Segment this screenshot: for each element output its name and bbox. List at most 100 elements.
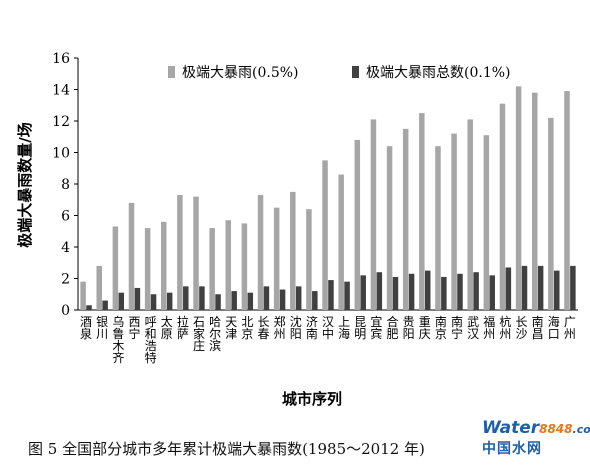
bar-extreme (419, 113, 425, 310)
bar-extreme-total (312, 291, 318, 310)
bar-extreme (306, 209, 312, 310)
bar-extreme (144, 228, 151, 310)
x-tick-label: 拉萨 (177, 314, 189, 341)
bar-extreme (402, 128, 409, 310)
bar-extreme-total (521, 265, 528, 310)
bar-extreme-total (231, 291, 237, 310)
y-tick-label: 4 (61, 240, 70, 256)
bar-extreme (290, 191, 296, 310)
x-tick-label: 福州 (483, 314, 495, 341)
bar-extreme-total (424, 270, 431, 310)
bar-extreme (128, 202, 135, 310)
x-tick-label: 长春 (257, 315, 269, 341)
bar-extreme (161, 221, 167, 310)
bar-extreme-total (505, 267, 512, 310)
x-tick-label: 北京 (241, 315, 253, 341)
x-tick-label: 杭州 (499, 314, 511, 341)
bar-extreme (435, 146, 441, 310)
bar-extreme (257, 195, 264, 310)
watermark-sub: 中国水网 (482, 441, 542, 457)
bar-extreme-total (150, 294, 157, 310)
figure-caption: 图 5 全国部分城市多年累计极端大暴雨数(1985～2012 年) (28, 440, 425, 458)
bar-extreme (548, 117, 554, 310)
bar-extreme (241, 223, 248, 310)
bar-extreme-total (102, 300, 108, 310)
y-tick-label: 8 (61, 177, 70, 193)
bar-extreme (386, 146, 393, 310)
bar-extreme-total (473, 272, 479, 310)
bar-extreme (225, 220, 232, 310)
watermark-brand: Water (482, 418, 540, 438)
x-tick-label: 沈阳 (290, 314, 302, 341)
bar-extreme-total (441, 276, 447, 310)
bar-extreme-total (489, 275, 495, 310)
bar-extreme (273, 207, 280, 310)
y-axis-label: 极端大暴雨数量/场 (16, 122, 34, 247)
x-tick-label: 昆明 (354, 315, 366, 341)
bar-extreme (531, 92, 538, 311)
bar-extreme (467, 119, 473, 310)
x-tick-label: 武汉 (467, 315, 479, 341)
chart-bars: 酒泉银川乌鲁木齐西宁呼和浩特太原拉萨石家庄哈尔滨天津北京长春郑州沈阳济南汉中上海… (80, 86, 576, 365)
bar-extreme-total (183, 286, 189, 310)
bar-extreme-total (360, 275, 366, 310)
x-tick-label: 南昌 (532, 314, 544, 341)
bar-extreme (499, 103, 506, 310)
bar-extreme-total (247, 292, 254, 310)
legend-label: 极端大暴雨总数(0.1%) (366, 65, 511, 81)
bar-extreme (80, 281, 86, 310)
bar-extreme-total (408, 273, 415, 310)
bar-extreme-total (554, 270, 560, 310)
x-tick-label: 合肥 (387, 314, 399, 341)
x-axis-label: 城市序列 (282, 390, 342, 408)
y-tick-label: 2 (61, 272, 70, 288)
y-tick-label: 12 (52, 114, 70, 130)
bar-extreme (483, 135, 490, 310)
bar-extreme-total (295, 286, 302, 310)
x-tick-label: 石家庄 (193, 315, 205, 353)
x-tick-label: 南宁 (451, 314, 463, 341)
legend-swatch (352, 66, 359, 78)
x-tick-label: 济南 (306, 314, 318, 341)
y-tick-label: 14 (52, 83, 70, 99)
x-tick-label: 长沙 (516, 315, 528, 341)
bar-extreme (354, 139, 361, 310)
bar-extreme-total (279, 289, 286, 310)
x-tick-label: 上海 (338, 315, 350, 341)
bar-extreme-total (328, 280, 334, 310)
chart-legend: 极端大暴雨(0.5%) 极端大暴雨总数(0.1%) (168, 65, 511, 81)
bar-extreme-total (215, 294, 221, 310)
x-tick-label: 海口 (548, 314, 560, 341)
x-tick-label: 贵阳 (403, 315, 415, 341)
x-tick-label: 天津 (225, 315, 237, 341)
bar-extreme-total (134, 287, 141, 310)
bar-extreme-total (457, 273, 463, 310)
x-tick-label: 乌鲁木齐 (112, 314, 124, 365)
x-tick-label: 郑州 (274, 314, 286, 341)
x-tick-label: 南京 (435, 314, 447, 341)
bar-extreme (96, 265, 102, 310)
watermark-logo: Water8848.com 中国水网 (482, 418, 590, 462)
bar-extreme-total (537, 265, 544, 310)
bar-extreme (564, 91, 570, 310)
x-tick-label: 呼和浩特 (145, 315, 157, 365)
bar-extreme-total (263, 286, 270, 310)
bar-extreme-total (570, 265, 576, 310)
bar-extreme (338, 174, 344, 310)
x-tick-label: 银川 (96, 315, 108, 341)
bar-extreme (209, 228, 215, 310)
bar-extreme-total (392, 276, 399, 310)
bar-extreme-total (199, 286, 205, 310)
watermark-suffix: .com (572, 423, 590, 436)
x-tick-label: 广州 (564, 315, 576, 341)
x-tick-label: 汉中 (322, 315, 334, 341)
legend-swatch (168, 66, 175, 78)
y-tick-label: 10 (52, 146, 70, 162)
x-tick-label: 哈尔滨 (209, 315, 221, 353)
bar-extreme-total (344, 281, 350, 310)
bar-extreme (322, 160, 328, 310)
x-tick-label: 西宁 (128, 315, 140, 341)
x-tick-label: 宜宾 (370, 314, 382, 341)
y-tick-label: 16 (52, 51, 70, 67)
x-tick-label: 太原 (161, 314, 173, 341)
